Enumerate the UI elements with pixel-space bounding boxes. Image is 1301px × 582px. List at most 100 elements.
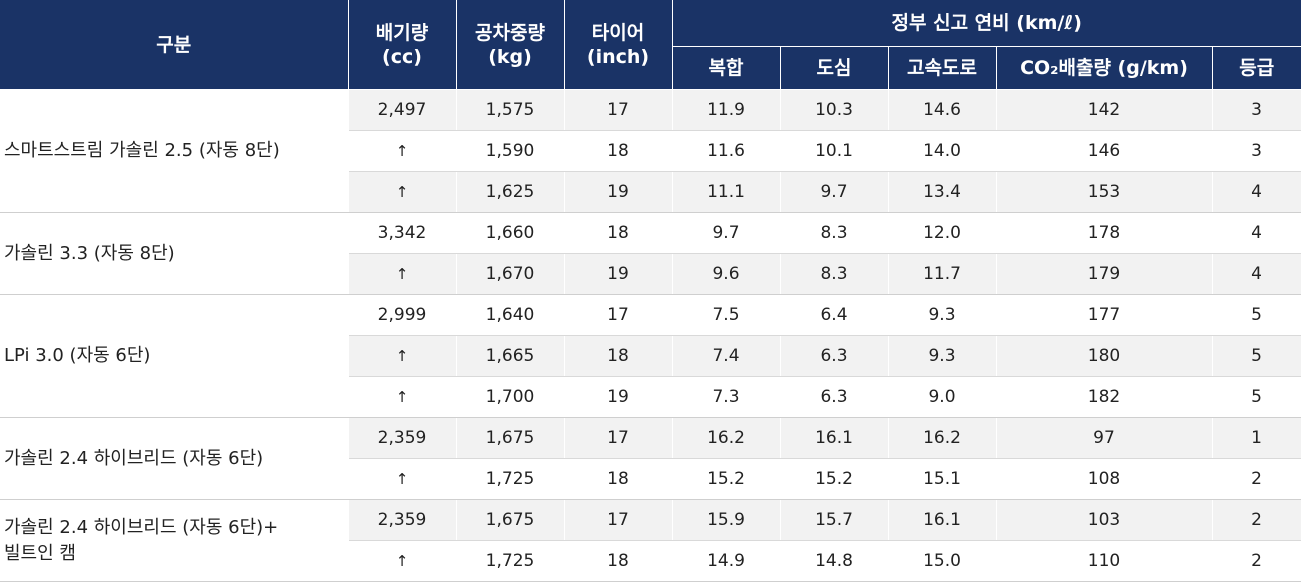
header-fuel-economy-group: 정부 신고 연비 (km/ℓ) <box>672 0 1301 47</box>
grade-cell: 3 <box>1212 130 1301 172</box>
displacement-cell: 2,999 <box>348 294 457 336</box>
grade-cell: 2 <box>1212 458 1301 500</box>
highway-cell: 12.0 <box>888 212 997 254</box>
header-co2: CO₂배출량 (g/km) <box>996 46 1213 90</box>
co2-cell: 146 <box>996 130 1213 172</box>
co2-cell: 153 <box>996 171 1213 213</box>
header-highway: 고속도로 <box>888 46 997 90</box>
highway-cell: 9.3 <box>888 294 997 336</box>
co2-cell: 110 <box>996 540 1213 582</box>
co2-cell: 180 <box>996 335 1213 377</box>
tire-cell: 19 <box>564 171 673 213</box>
header-grade: 등급 <box>1212 46 1301 90</box>
displacement-cell: ↑ <box>348 130 457 172</box>
group-label: 가솔린 2.4 하이브리드 (자동 6단) <box>0 417 349 500</box>
table-row: 가솔린 2.4 하이브리드 (자동 6단)+ 빌트인 캠 2,359 1,675 17 1… <box>0 499 1301 582</box>
combined-cell: 15.2 <box>672 458 781 500</box>
city-cell: 15.7 <box>780 499 889 541</box>
grade-cell: 5 <box>1212 335 1301 377</box>
combined-cell: 15.9 <box>672 499 781 541</box>
curb-weight-cell: 1,660 <box>456 212 565 254</box>
co2-cell: 103 <box>996 499 1213 541</box>
combined-cell: 7.5 <box>672 294 781 336</box>
curb-weight-cell: 1,590 <box>456 130 565 172</box>
city-cell: 9.7 <box>780 171 889 213</box>
city-cell: 10.1 <box>780 130 889 172</box>
highway-cell: 15.0 <box>888 540 997 582</box>
highway-cell: 16.1 <box>888 499 997 541</box>
grade-cell: 2 <box>1212 499 1301 541</box>
table-row: ↑ 1,670 19 9.6 8.3 11.7 179 4 <box>0 253 1301 295</box>
grade-cell: 5 <box>1212 294 1301 336</box>
tire-cell: 18 <box>564 130 673 172</box>
displacement-cell: 3,342 <box>348 212 457 254</box>
combined-cell: 14.9 <box>672 540 781 582</box>
city-cell: 6.3 <box>780 335 889 377</box>
table-row: ↑ 1,590 18 11.6 10.1 14.0 146 3 <box>0 130 1301 172</box>
curb-weight-cell: 1,725 <box>456 458 565 500</box>
table-row: ↑ 1,725 18 15.2 15.2 15.1 108 2 <box>0 458 1301 500</box>
curb-weight-cell: 1,675 <box>456 417 565 459</box>
combined-cell: 11.6 <box>672 130 781 172</box>
grade-cell: 2 <box>1212 540 1301 582</box>
group-label: 가솔린 2.4 하이브리드 (자동 6단)+ 빌트인 캠 <box>0 499 349 582</box>
table-row: LPi 3.0 (자동 6단) 2,999 1,640 17 7.5 6.4 9.3 177 5 <box>0 294 1301 418</box>
curb-weight-cell: 1,725 <box>456 540 565 582</box>
city-cell: 10.3 <box>780 89 889 131</box>
grade-cell: 3 <box>1212 89 1301 131</box>
group-label: 가솔린 3.3 (자동 8단) <box>0 212 349 295</box>
highway-cell: 13.4 <box>888 171 997 213</box>
table-body: 스마트스트림 가솔린 2.5 (자동 8단) 2,497 1,575 17 11.9 10… <box>0 89 1301 582</box>
displacement-cell: 2,497 <box>348 89 457 131</box>
tire-cell: 17 <box>564 417 673 459</box>
header-tire: 타이어 (inch) <box>564 0 673 90</box>
co2-cell: 142 <box>996 89 1213 131</box>
co2-cell: 182 <box>996 376 1213 418</box>
curb-weight-cell: 1,675 <box>456 499 565 541</box>
displacement-cell: ↑ <box>348 253 457 295</box>
displacement-cell: ↑ <box>348 458 457 500</box>
tire-cell: 17 <box>564 294 673 336</box>
tire-cell: 18 <box>564 212 673 254</box>
group-label: LPi 3.0 (자동 6단) <box>0 294 349 418</box>
combined-cell: 7.3 <box>672 376 781 418</box>
displacement-cell: ↑ <box>348 171 457 213</box>
combined-cell: 11.1 <box>672 171 781 213</box>
combined-cell: 9.7 <box>672 212 781 254</box>
table-row: ↑ 1,700 19 7.3 6.3 9.0 182 5 <box>0 376 1301 418</box>
group-label: 스마트스트림 가솔린 2.5 (자동 8단) <box>0 89 349 213</box>
table-row: 가솔린 3.3 (자동 8단) 3,342 1,660 18 9.7 8.3 12.0 178… <box>0 212 1301 295</box>
curb-weight-cell: 1,700 <box>456 376 565 418</box>
grade-cell: 4 <box>1212 212 1301 254</box>
city-cell: 8.3 <box>780 253 889 295</box>
table-header: 구분 배기량 (cc) 공차중량 (kg) 타이어 (inch) 정부 신고 연비 (… <box>0 0 1301 90</box>
displacement-cell: ↑ <box>348 335 457 377</box>
highway-cell: 9.3 <box>888 335 997 377</box>
co2-cell: 178 <box>996 212 1213 254</box>
curb-weight-cell: 1,640 <box>456 294 565 336</box>
curb-weight-cell: 1,575 <box>456 89 565 131</box>
co2-cell: 108 <box>996 458 1213 500</box>
header-displacement: 배기량 (cc) <box>348 0 457 90</box>
combined-cell: 11.9 <box>672 89 781 131</box>
tire-cell: 17 <box>564 499 673 541</box>
header-city: 도심 <box>780 46 889 90</box>
highway-cell: 14.0 <box>888 130 997 172</box>
co2-cell: 179 <box>996 253 1213 295</box>
city-cell: 15.2 <box>780 458 889 500</box>
combined-cell: 16.2 <box>672 417 781 459</box>
city-cell: 16.1 <box>780 417 889 459</box>
header-category: 구분 <box>0 0 349 90</box>
displacement-cell: ↑ <box>348 376 457 418</box>
highway-cell: 15.1 <box>888 458 997 500</box>
table-row: ↑ 1,625 19 11.1 9.7 13.4 153 4 <box>0 171 1301 213</box>
highway-cell: 14.6 <box>888 89 997 131</box>
tire-cell: 18 <box>564 458 673 500</box>
city-cell: 14.8 <box>780 540 889 582</box>
highway-cell: 11.7 <box>888 253 997 295</box>
curb-weight-cell: 1,670 <box>456 253 565 295</box>
table-row: 가솔린 2.4 하이브리드 (자동 6단) 2,359 1,675 17 16.2 16.… <box>0 417 1301 500</box>
table-row: ↑ 1,665 18 7.4 6.3 9.3 180 5 <box>0 335 1301 377</box>
table-row: 스마트스트림 가솔린 2.5 (자동 8단) 2,497 1,575 17 11.9 10… <box>0 89 1301 213</box>
tire-cell: 19 <box>564 253 673 295</box>
